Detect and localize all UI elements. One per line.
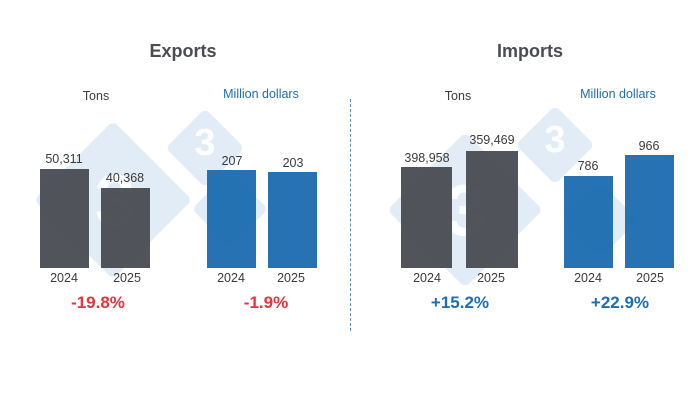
watermark-glyph: 3	[194, 122, 216, 164]
year-label: 2025	[277, 271, 305, 285]
exports-dollars-change: -1.9%	[243, 293, 289, 312]
year-label: 2024	[574, 271, 602, 285]
bar-value-label: 359,469	[469, 133, 515, 147]
exports-tons-change: -19.8%	[71, 293, 125, 312]
section-divider	[350, 99, 351, 331]
bar-value-label: 207	[221, 154, 243, 168]
year-label: 2024	[217, 271, 245, 285]
bar-value-label: 398,958	[404, 151, 450, 165]
year-label: 2025	[636, 271, 664, 285]
imports-title: Imports	[496, 41, 563, 61]
bar-imports-dollars-2024	[564, 176, 613, 268]
bar-exports-tons-2025	[101, 188, 150, 268]
bar-exports-dollars-2025	[268, 172, 317, 268]
exports-dollars-unit-label: Million dollars	[223, 87, 299, 101]
year-label: 2024	[50, 271, 78, 285]
year-label: 2025	[113, 271, 141, 285]
imports-dollars-unit-label: Million dollars	[580, 87, 656, 101]
bar-imports-dollars-2025	[625, 155, 674, 268]
year-label: 2025	[477, 271, 505, 285]
imports-dollars-change: +22.9%	[590, 293, 650, 312]
bar-value-label: 203	[282, 156, 304, 170]
imports-tons-unit-label: Tons	[444, 89, 472, 103]
bar-value-label: 966	[638, 139, 660, 153]
watermark-glyph: 3	[544, 119, 566, 161]
bar-imports-tons-2025	[466, 151, 518, 268]
year-label: 2024	[413, 271, 441, 285]
bar-value-label: 40,368	[105, 171, 145, 185]
exports-tons-unit-label: Tons	[82, 89, 110, 103]
bar-exports-tons-2024	[40, 169, 89, 268]
bar-value-label: 786	[577, 159, 599, 173]
bar-value-label: 50,311	[45, 152, 83, 166]
exports-title: Exports	[149, 41, 217, 61]
imports-tons-change: +15.2%	[430, 293, 490, 312]
bar-exports-dollars-2024	[207, 170, 256, 268]
bar-imports-tons-2024	[401, 167, 452, 268]
